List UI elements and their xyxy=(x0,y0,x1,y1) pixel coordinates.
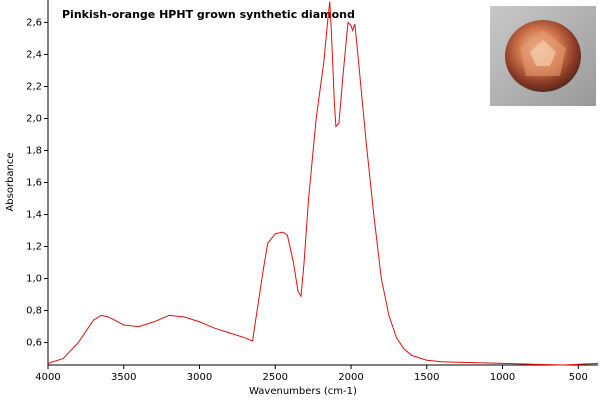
y-tick-label: 1,0 xyxy=(26,274,42,285)
y-tick-label: 2,2 xyxy=(26,81,42,92)
x-tick-label: 3500 xyxy=(111,372,136,383)
x-tick-label: 1500 xyxy=(414,372,439,383)
x-tick-label: 2000 xyxy=(338,372,363,383)
x-tick-label: 1000 xyxy=(490,372,515,383)
y-tick-label: 0,6 xyxy=(26,338,42,349)
chart-title: Pinkish-orange HPHT grown synthetic diam… xyxy=(62,8,355,21)
x-tick-label: 3000 xyxy=(187,372,212,383)
y-tick-label: 2,6 xyxy=(26,17,42,28)
x-tick-label: 2500 xyxy=(263,372,288,383)
y-tick-label: 2,4 xyxy=(26,49,42,60)
inset-photo xyxy=(490,6,596,106)
y-tick-label: 1,2 xyxy=(26,242,42,253)
y-tick-label: 0,8 xyxy=(26,306,42,317)
x-axis-label: Wavenumbers (cm-1) xyxy=(249,386,357,397)
y-tick-label: 1,6 xyxy=(26,178,42,189)
y-tick-label: 1,4 xyxy=(26,210,42,221)
y-axis-label: Absorbance xyxy=(5,152,16,211)
x-tick-label: 500 xyxy=(569,372,588,383)
y-tick-label: 1,8 xyxy=(26,145,42,156)
y-tick-label: 2,0 xyxy=(26,113,42,124)
x-tick-label: 4000 xyxy=(35,372,60,383)
spectrum-line xyxy=(47,1,599,366)
